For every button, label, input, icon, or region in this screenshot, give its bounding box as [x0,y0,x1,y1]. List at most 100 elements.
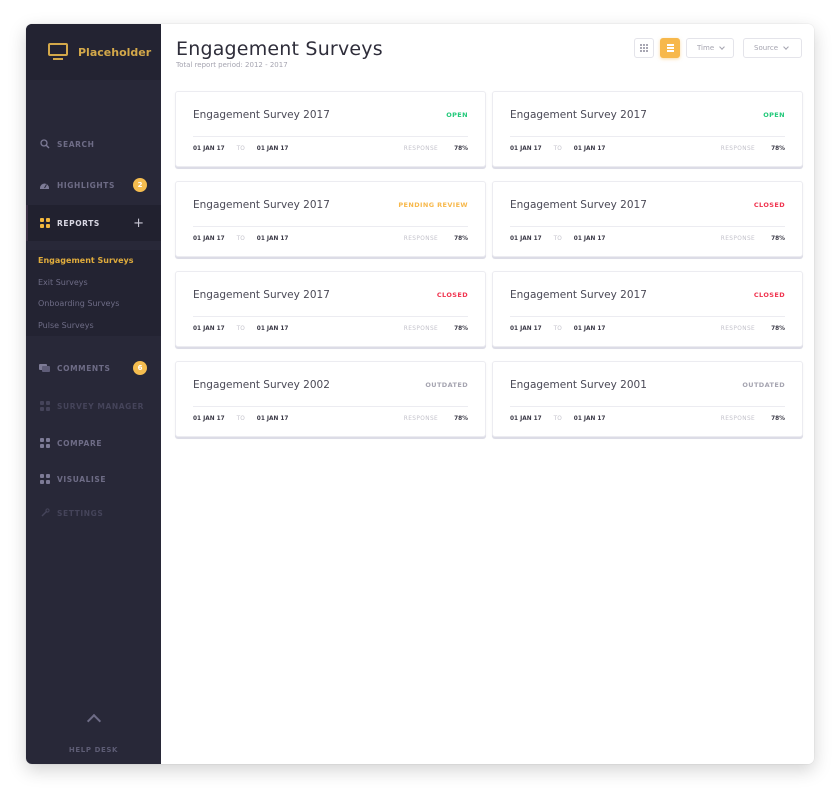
sidebar-item-settings[interactable]: SETTINGS [26,495,161,531]
survey-meta: 01 JAN 17 TO 01 JAN 17 RESPONSE 78% [510,416,785,422]
subnav-item-onboarding-surveys[interactable]: Onboarding Surveys [38,299,120,308]
grid-icon [39,474,50,485]
divider [193,136,468,137]
response-label: RESPONSE [403,146,439,152]
to-label: TO [553,146,562,152]
monitor-icon [48,43,68,61]
time-dropdown-label: Time [697,44,715,52]
sidebar-item-label: COMPARE [57,438,103,448]
to-label: TO [553,236,562,242]
survey-card[interactable]: Engagement Survey 2017 PENDING REVIEW 01… [175,181,486,257]
status-badge: OUTDATED [742,381,785,389]
subnav-item-exit-surveys[interactable]: Exit Surveys [38,278,88,287]
divider [510,406,785,407]
survey-title: Engagement Survey 2017 [510,109,647,121]
chevron-up-icon [86,713,101,729]
status-badge: PENDING REVIEW [398,201,468,209]
start-date: 01 JAN 17 [510,236,542,242]
survey-title: Engagement Survey 2017 [193,289,330,301]
response-rate: 78% [771,236,785,242]
status-badge: CLOSED [753,291,785,299]
survey-meta: 01 JAN 17 TO 01 JAN 17 RESPONSE 78% [193,236,468,242]
grid-icon [39,438,50,449]
start-date: 01 JAN 17 [193,326,225,332]
list-view-button[interactable] [660,38,680,58]
survey-title: Engagement Survey 2001 [510,379,647,391]
sidebar-item-label: REPORTS [57,218,100,228]
survey-card[interactable]: Engagement Survey 2001 OUTDATED 01 JAN 1… [492,361,803,437]
chevron-down-icon [783,44,789,50]
survey-card[interactable]: Engagement Survey 2017 CLOSED 01 JAN 17 … [492,181,803,257]
response-rate: 78% [454,416,468,422]
page-title: Engagement Surveys [176,38,383,60]
response-label: RESPONSE [720,416,756,422]
response-label: RESPONSE [403,236,439,242]
end-date: 01 JAN 17 [573,236,606,242]
start-date: 01 JAN 17 [193,416,225,422]
subnav-item-engagement-surveys[interactable]: Engagement Surveys [38,256,134,265]
brand-label: Placeholder [78,45,152,59]
sidebar-item-comments[interactable]: COMMENTS 6 [26,350,161,386]
to-label: TO [553,416,562,422]
list-view-icon [666,44,674,52]
divider [510,226,785,227]
survey-card[interactable]: Engagement Survey 2017 CLOSED 01 JAN 17 … [175,271,486,347]
survey-card[interactable]: Engagement Survey 2017 OPEN 01 JAN 17 TO… [492,91,803,167]
survey-card[interactable]: Engagement Survey 2002 OUTDATED 01 JAN 1… [175,361,486,437]
status-badge: CLOSED [436,291,468,299]
response-rate: 78% [771,326,785,332]
add-report-button[interactable]: + [133,215,144,231]
response-label: RESPONSE [720,146,756,152]
survey-title: Engagement Survey 2017 [510,289,647,301]
status-badge: CLOSED [753,201,785,209]
main-content: Engagement Surveys Total report period: … [161,24,814,764]
survey-meta: 01 JAN 17 TO 01 JAN 17 RESPONSE 78% [193,146,468,152]
sidebar-item-compare[interactable]: COMPARE [26,425,161,461]
survey-card[interactable]: Engagement Survey 2017 CLOSED 01 JAN 17 … [492,271,803,347]
survey-meta: 01 JAN 17 TO 01 JAN 17 RESPONSE 78% [510,326,785,332]
response-label: RESPONSE [720,326,756,332]
end-date: 01 JAN 17 [573,416,606,422]
to-label: TO [236,416,245,422]
to-label: TO [236,326,245,332]
sidebar-item-highlights[interactable]: HIGHLIGHTS 2 [26,167,161,203]
grid-view-button[interactable] [634,38,654,58]
time-dropdown[interactable]: Time [686,38,734,58]
end-date: 01 JAN 17 [256,146,289,152]
sidebar: Placeholder SEARCH HIGHLIGHTS 2 REPORTS … [26,24,161,764]
divider [193,316,468,317]
divider [510,316,785,317]
to-label: TO [236,146,245,152]
status-badge: OPEN [763,111,785,119]
divider [510,136,785,137]
survey-title: Engagement Survey 2002 [193,379,330,391]
response-rate: 78% [771,416,785,422]
sidebar-item-label: COMMENTS [57,363,111,373]
status-badge: OUTDATED [425,381,468,389]
sidebar-item-label: SEARCH [57,139,95,149]
help-desk[interactable]: HELP DESK [26,713,161,754]
divider [193,406,468,407]
source-dropdown[interactable]: Source [743,38,802,58]
response-label: RESPONSE [403,416,439,422]
start-date: 01 JAN 17 [510,146,542,152]
survey-card[interactable]: Engagement Survey 2017 OPEN 01 JAN 17 TO… [175,91,486,167]
sidebar-item-label: SURVEY MANAGER [57,401,145,411]
response-rate: 78% [771,146,785,152]
highlights-badge: 2 [133,178,147,192]
sidebar-item-search[interactable]: SEARCH [26,126,161,162]
brand[interactable]: Placeholder [26,24,161,80]
sidebar-item-reports[interactable]: REPORTS + [26,205,161,241]
reports-subnav: Engagement Surveys Exit Surveys Onboardi… [26,250,161,336]
to-label: TO [553,326,562,332]
sidebar-item-survey-manager[interactable]: SURVEY MANAGER [26,388,161,424]
toolbar: Time Source [634,38,802,58]
sidebar-item-visualise[interactable]: VISUALISE [26,461,161,497]
search-icon [39,139,50,150]
to-label: TO [236,236,245,242]
response-label: RESPONSE [403,326,439,332]
wrench-icon [39,508,50,519]
status-badge: OPEN [446,111,468,119]
subnav-item-pulse-surveys[interactable]: Pulse Surveys [38,321,94,330]
divider [193,226,468,227]
